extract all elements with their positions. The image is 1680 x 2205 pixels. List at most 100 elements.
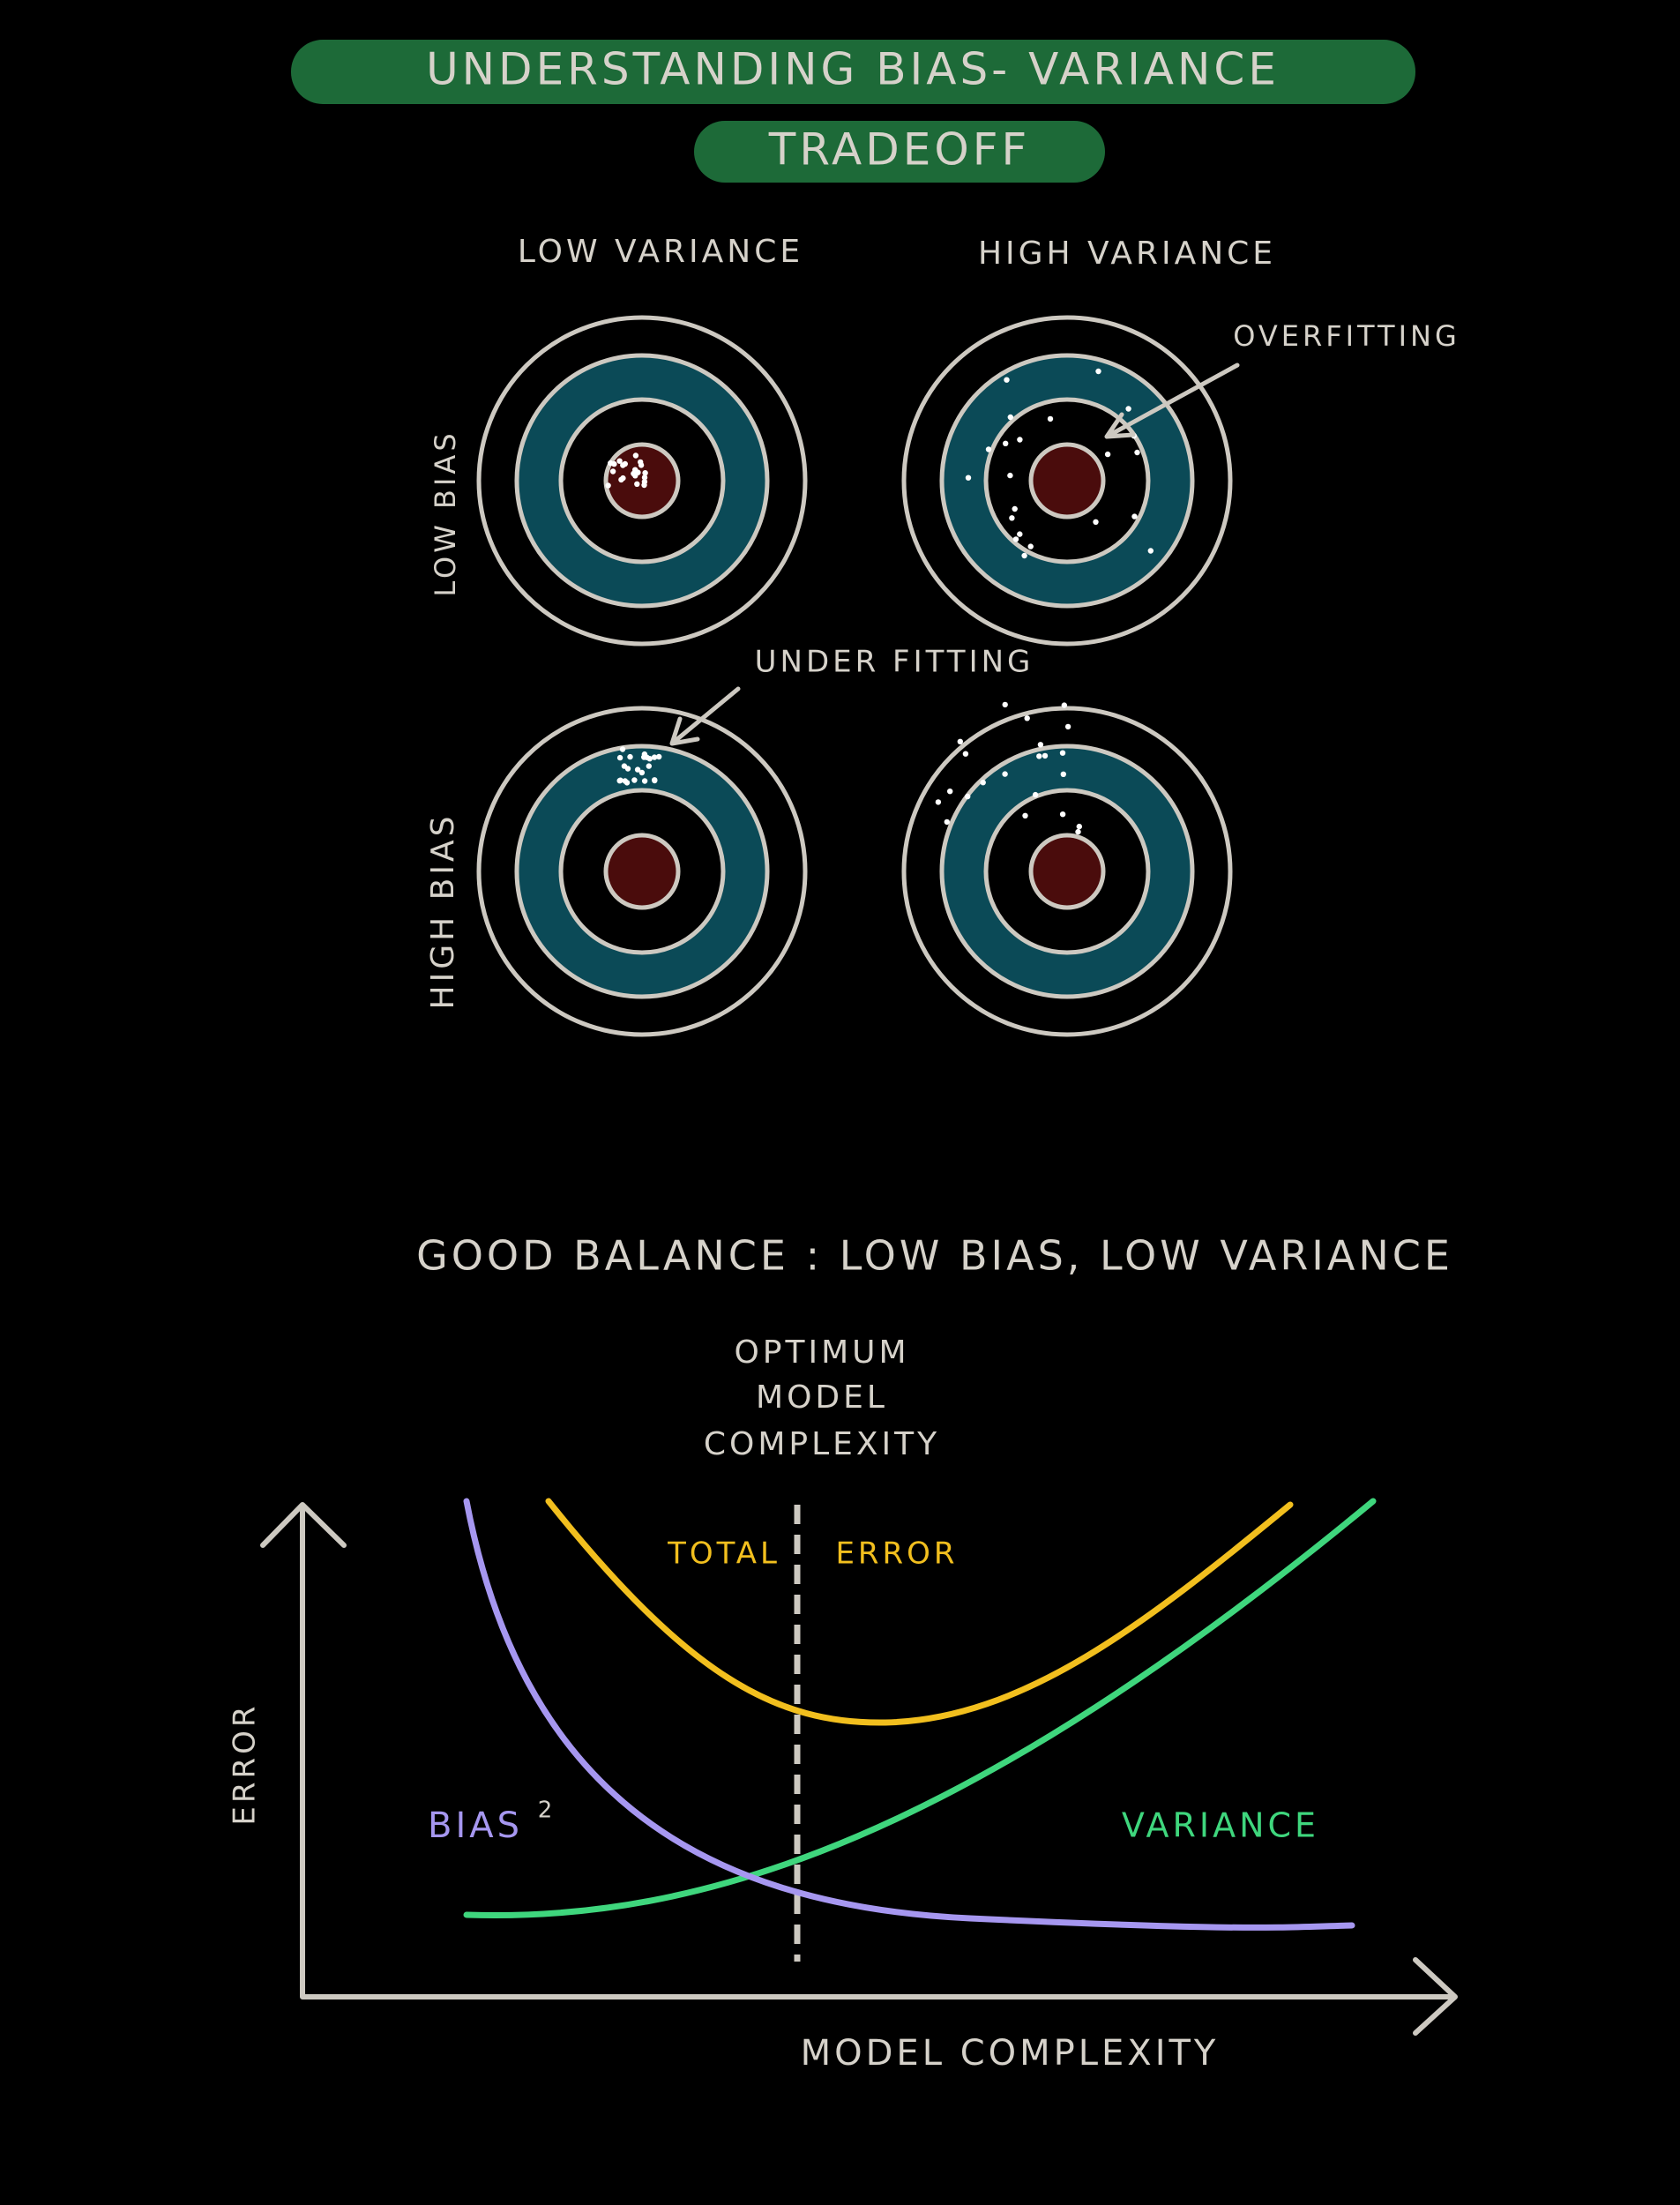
axes xyxy=(260,1502,1458,2036)
shot xyxy=(1003,440,1009,446)
shot xyxy=(617,777,623,783)
shot xyxy=(1095,368,1101,375)
shot xyxy=(1012,536,1019,542)
shot xyxy=(1002,771,1008,777)
arrow xyxy=(669,686,741,746)
shot xyxy=(965,793,971,800)
target-ring xyxy=(476,706,808,1037)
shot xyxy=(965,475,972,481)
shot xyxy=(1009,515,1015,521)
target-teal xyxy=(943,356,1191,605)
shot xyxy=(616,458,623,464)
shot xyxy=(1047,415,1054,422)
shot xyxy=(609,468,616,475)
target-core xyxy=(1028,833,1106,910)
shot xyxy=(632,452,639,459)
shot xyxy=(1036,753,1042,759)
shot xyxy=(605,482,611,489)
shot xyxy=(1075,828,1081,835)
shot xyxy=(1131,513,1138,519)
target-ring xyxy=(983,788,1151,955)
shot xyxy=(608,460,614,467)
target-ring xyxy=(939,353,1195,609)
target-ring xyxy=(514,744,770,999)
target-core xyxy=(1028,442,1106,519)
arrow xyxy=(1104,363,1240,439)
shot xyxy=(652,777,658,784)
balance-note: GOOD BALANCE : LOW BIAS, LOW VARIANCE xyxy=(416,1232,1453,1280)
variance-curve xyxy=(463,1498,1377,1919)
shot xyxy=(1002,701,1008,708)
annotation: OVERFITTING xyxy=(1233,319,1460,353)
shot xyxy=(638,769,646,776)
axis-label: MODEL COMPLEXITY xyxy=(801,2033,1220,2074)
shot xyxy=(644,754,650,760)
shot xyxy=(1064,723,1071,730)
shot xyxy=(985,446,992,452)
shot xyxy=(947,789,953,795)
column-label: LOW VARIANCE xyxy=(518,234,803,270)
shot xyxy=(642,470,648,476)
column-label: HIGH VARIANCE xyxy=(978,235,1276,272)
target-teal xyxy=(518,356,766,605)
shot xyxy=(627,753,633,760)
title-pill xyxy=(694,121,1105,183)
shot xyxy=(980,780,986,786)
shot xyxy=(1027,543,1034,549)
shot xyxy=(1059,811,1066,818)
shot xyxy=(1060,771,1067,777)
shot xyxy=(1032,791,1039,798)
title: UNDERSTANDING BIAS- VARIANCE xyxy=(426,44,1280,95)
target-teal xyxy=(943,747,1191,996)
shot xyxy=(1007,414,1014,421)
shot xyxy=(651,754,658,760)
shot xyxy=(641,778,648,784)
shot xyxy=(1061,702,1068,708)
shot xyxy=(638,462,645,468)
shot xyxy=(1125,406,1131,412)
shot xyxy=(944,818,951,826)
shot xyxy=(935,799,942,805)
optimum-label: OPTIMUM xyxy=(734,1334,909,1371)
shot xyxy=(634,766,641,773)
shot xyxy=(656,753,662,760)
target-teal xyxy=(518,747,766,996)
shot xyxy=(1024,715,1030,721)
shot xyxy=(622,460,628,467)
shot xyxy=(1017,437,1023,443)
shot xyxy=(1004,377,1010,383)
title-pill xyxy=(291,40,1415,104)
shot xyxy=(616,754,623,761)
shot xyxy=(1021,552,1027,559)
target-ring xyxy=(901,315,1233,647)
shot xyxy=(1007,472,1013,479)
shot xyxy=(1059,750,1066,756)
annotation: UNDER FITTING xyxy=(755,645,1034,680)
target-ring xyxy=(476,315,808,647)
shot xyxy=(634,481,640,487)
shot xyxy=(1017,531,1023,537)
target-ring xyxy=(939,744,1195,999)
axis-label: ERROR xyxy=(228,1702,263,1825)
target-ring xyxy=(558,788,726,955)
total-error-curve xyxy=(545,1498,1294,1726)
shot xyxy=(1104,451,1111,458)
shot xyxy=(1147,548,1154,554)
shot xyxy=(641,475,648,481)
shot xyxy=(631,777,638,783)
target-ring xyxy=(514,353,770,609)
shot xyxy=(1037,742,1044,748)
curve-label: BIAS xyxy=(428,1805,523,1846)
targets xyxy=(476,315,1233,1037)
target-ring xyxy=(901,706,1233,1037)
shot xyxy=(1022,812,1028,818)
row-label: HIGH BIAS xyxy=(425,813,461,1010)
shot xyxy=(623,780,631,786)
shot xyxy=(646,763,652,769)
row-label: LOW BIAS xyxy=(429,430,462,596)
curve-label: ERROR xyxy=(835,1536,958,1572)
bias-curve xyxy=(463,1498,1355,1931)
shot xyxy=(1134,449,1140,456)
target-ring xyxy=(983,397,1151,564)
